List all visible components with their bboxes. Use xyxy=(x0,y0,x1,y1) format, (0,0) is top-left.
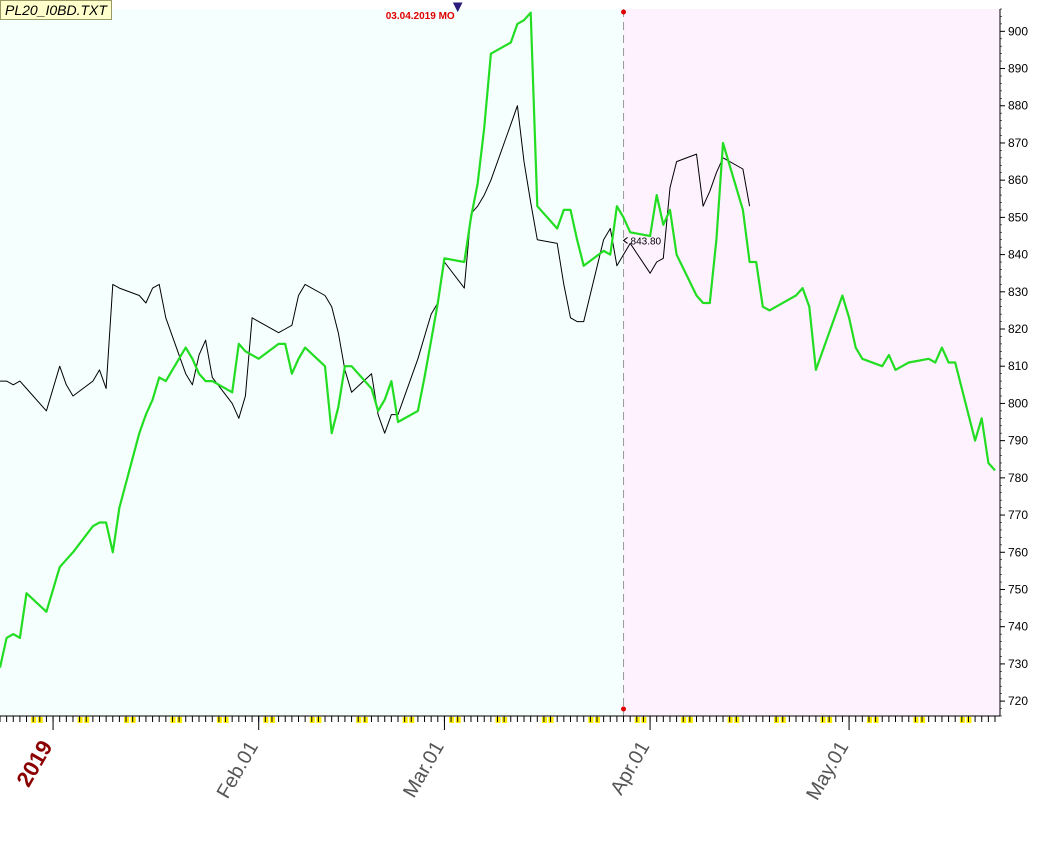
chart-background xyxy=(0,9,1001,716)
x-axis: 2019 Feb.01 Mar.01 Apr.01 May.01 xyxy=(0,715,1000,805)
file-label: PL20_I0BD.TXT xyxy=(0,0,112,20)
y-tick-label: 780 xyxy=(1008,471,1028,485)
last-value-label: 843.80 xyxy=(631,236,662,247)
x-month-label: 2019 xyxy=(11,736,57,791)
y-tick-label: 790 xyxy=(1008,434,1028,448)
projection-line xyxy=(0,11,996,668)
y-tick-label: 870 xyxy=(1008,136,1028,150)
y-tick-label: 840 xyxy=(1008,248,1028,262)
x-month-label: Apr.01 xyxy=(606,738,654,799)
y-tick-label: 830 xyxy=(1008,285,1028,299)
x-month-label: Mar.01 xyxy=(399,738,449,802)
series-layer xyxy=(0,11,996,668)
y-tick-label: 890 xyxy=(1008,62,1028,76)
y-tick-label: 740 xyxy=(1008,620,1028,634)
forecast-top-dot xyxy=(621,9,627,15)
actual-price-line xyxy=(0,105,751,434)
y-tick-label: 800 xyxy=(1008,396,1028,410)
history-region xyxy=(0,9,624,716)
forecast-bottom-dot xyxy=(621,706,627,712)
y-tick-label: 720 xyxy=(1008,694,1028,708)
y-tick-label: 860 xyxy=(1008,173,1028,187)
turning-point-label: 03.04.2019 MO xyxy=(386,11,455,22)
y-tick-label: 850 xyxy=(1008,210,1028,224)
y-tick-label: 770 xyxy=(1008,508,1028,522)
marker-layer: 03.04.2019 MO 843.80 xyxy=(386,2,662,712)
x-month-label: Feb.01 xyxy=(213,738,263,803)
y-tick-label: 880 xyxy=(1008,99,1028,113)
y-tick-label: 900 xyxy=(1008,24,1028,38)
x-month-label: May.01 xyxy=(802,738,853,805)
y-tick-label: 750 xyxy=(1008,582,1028,596)
forecast-region xyxy=(623,9,1000,716)
y-tick-label: 760 xyxy=(1008,545,1028,559)
last-value-pointer xyxy=(622,237,628,244)
y-tick-label: 820 xyxy=(1008,322,1028,336)
arrow-down-icon xyxy=(452,2,463,13)
y-tick-label: 810 xyxy=(1008,359,1028,373)
y-axis: 720 730 740 750 760 770 780 790 800 810 820 830 840 8… xyxy=(1000,8,1028,717)
y-tick-label: 730 xyxy=(1008,657,1028,671)
